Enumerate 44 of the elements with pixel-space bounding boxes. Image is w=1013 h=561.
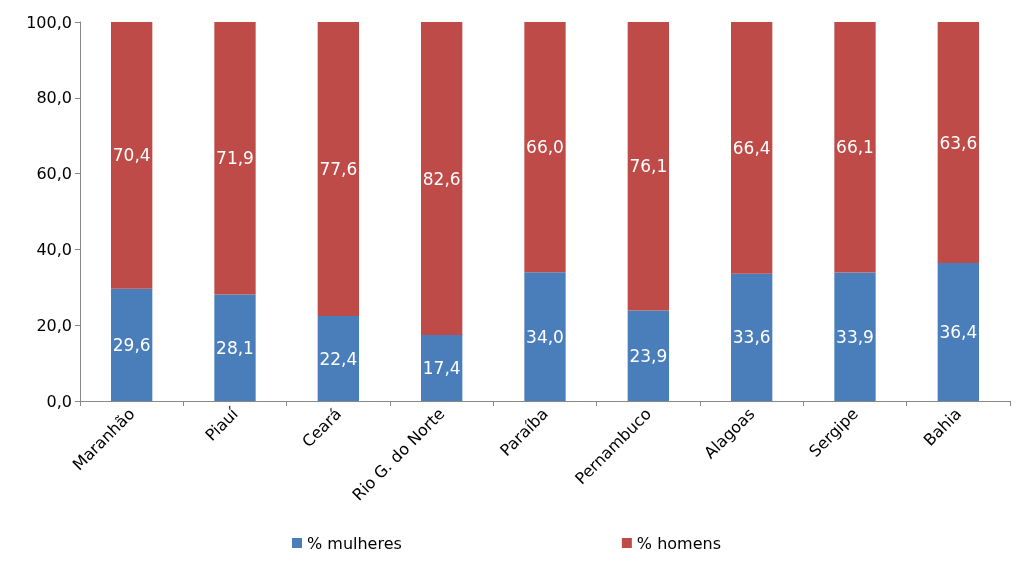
y-tick-label: 0,0 bbox=[46, 391, 72, 411]
bar bbox=[214, 294, 256, 401]
bar bbox=[834, 22, 876, 273]
bar bbox=[421, 335, 463, 401]
data-label: 33,6 bbox=[732, 327, 771, 348]
bar bbox=[317, 22, 359, 317]
bar bbox=[937, 263, 979, 401]
bar bbox=[524, 22, 566, 273]
bar bbox=[627, 22, 669, 311]
bar bbox=[731, 22, 773, 274]
data-label: 34,0 bbox=[526, 326, 564, 347]
bar bbox=[627, 310, 669, 401]
data-label: 66,1 bbox=[836, 137, 874, 158]
data-label: 71,9 bbox=[216, 148, 254, 169]
data-label: 66,4 bbox=[732, 137, 771, 158]
legend-label: % homens bbox=[636, 533, 721, 553]
bar bbox=[524, 272, 566, 401]
y-tick-label: 40,0 bbox=[36, 239, 72, 259]
data-label: 33,9 bbox=[836, 326, 874, 347]
data-label: 28,1 bbox=[216, 337, 254, 358]
data-label: 17,4 bbox=[422, 358, 461, 379]
y-tick-label: 20,0 bbox=[36, 315, 72, 335]
legend-label: % mulheres bbox=[307, 533, 402, 553]
y-tick-label: 100,0 bbox=[26, 12, 72, 32]
data-label: 77,6 bbox=[319, 159, 358, 180]
data-label: 70,4 bbox=[112, 145, 151, 166]
data-label: 82,6 bbox=[422, 168, 461, 189]
bar bbox=[421, 22, 463, 336]
bar bbox=[834, 272, 876, 401]
data-label: 66,0 bbox=[526, 137, 564, 158]
y-tick-label: 80,0 bbox=[36, 88, 72, 108]
bar bbox=[214, 22, 256, 295]
bar bbox=[937, 22, 979, 264]
data-label: 23,9 bbox=[629, 345, 668, 366]
data-label: 22,4 bbox=[319, 348, 358, 369]
bar bbox=[317, 316, 359, 401]
data-label: 63,6 bbox=[939, 132, 978, 153]
y-tick-label: 60,0 bbox=[36, 164, 72, 184]
bar bbox=[111, 288, 153, 401]
bar bbox=[111, 22, 153, 289]
data-label: 29,6 bbox=[112, 334, 151, 355]
bar bbox=[731, 273, 773, 401]
data-label: 76,1 bbox=[629, 156, 668, 177]
data-label: 36,4 bbox=[939, 322, 978, 343]
